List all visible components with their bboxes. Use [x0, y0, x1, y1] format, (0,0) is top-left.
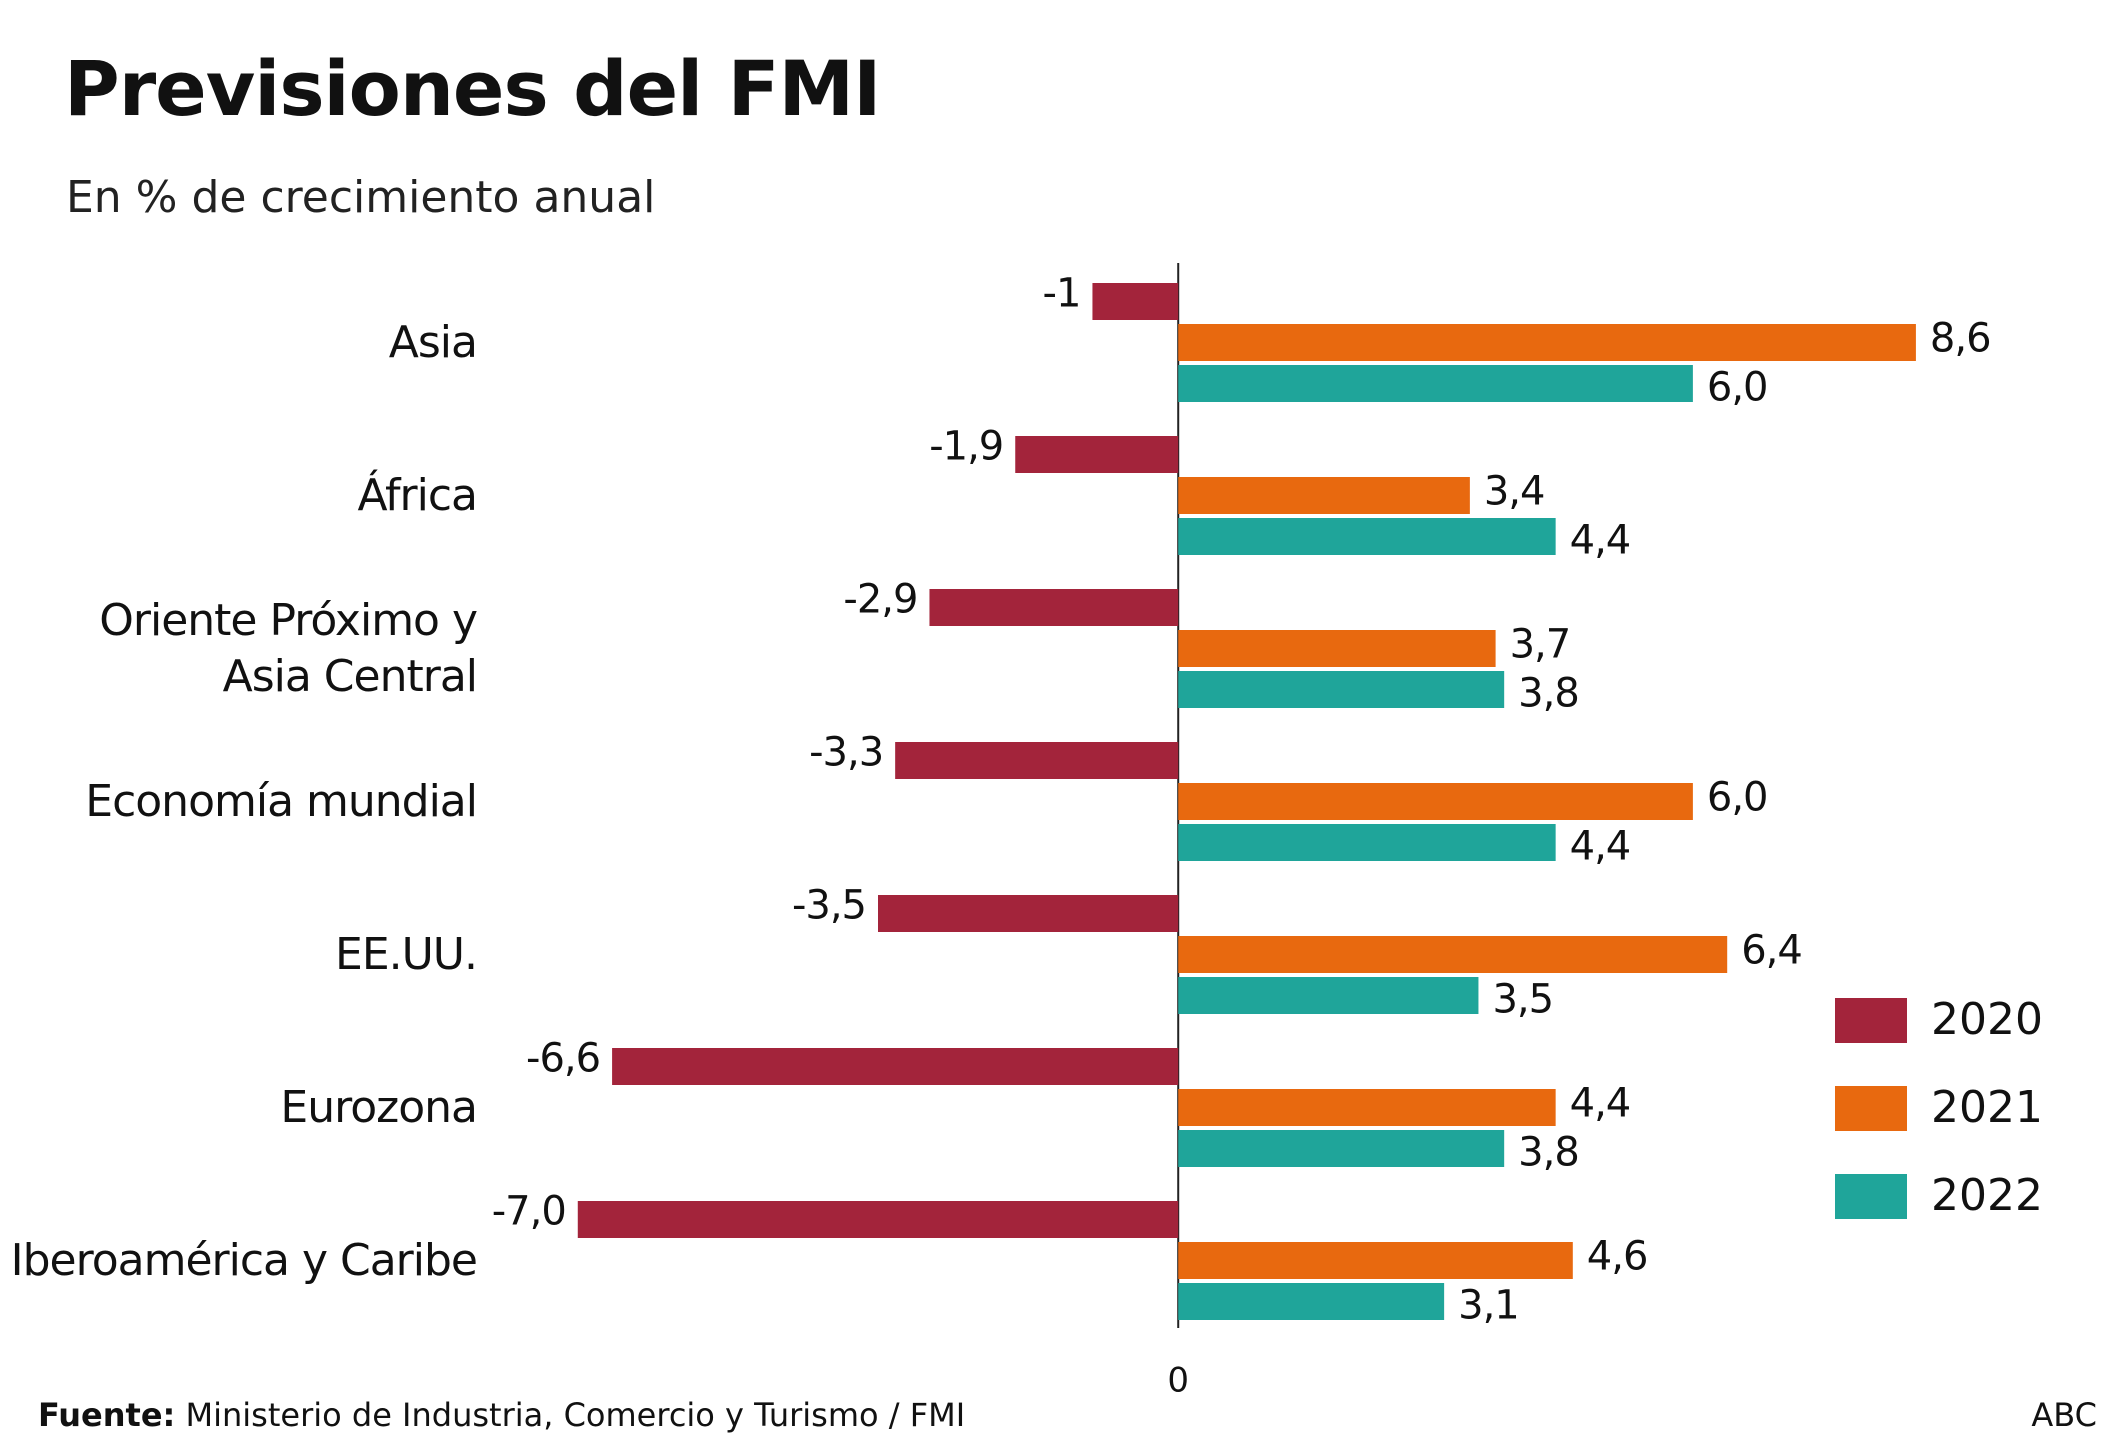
value-label: 4,4	[1570, 824, 1631, 870]
value-label: -3,3	[809, 730, 883, 776]
bar	[1178, 671, 1505, 708]
footer: Fuente: Ministerio de Industria, Comerci…	[38, 1396, 965, 1434]
legend-swatch	[1835, 998, 1907, 1043]
legend-label: 2021	[1931, 1082, 2043, 1133]
bar	[878, 895, 1179, 932]
value-label: 4,4	[1570, 518, 1631, 564]
bar	[1092, 283, 1179, 320]
value-label: -6,6	[526, 1036, 600, 1082]
legend-label: 2020	[1931, 994, 2043, 1045]
bar	[1178, 630, 1496, 667]
value-label: -3,5	[792, 883, 866, 929]
bar	[577, 1201, 1179, 1238]
legend-swatch	[1835, 1174, 1907, 1219]
bar	[1178, 1283, 1445, 1320]
bar	[1178, 477, 1470, 514]
category-label: EE.UU.	[335, 928, 478, 980]
bar	[1178, 1089, 1556, 1126]
bar	[895, 742, 1179, 779]
legend-swatch	[1835, 1086, 1907, 1131]
category-label: Economía mundial	[85, 775, 478, 827]
value-label: 3,7	[1510, 622, 1571, 668]
source: Ministerio de Industria, Comercio y Turi…	[185, 1396, 966, 1434]
bar	[1015, 436, 1179, 473]
bar	[1178, 518, 1556, 555]
bar	[1178, 824, 1556, 861]
x-tick-label: 0	[1167, 1361, 1189, 1401]
category-label: África	[357, 469, 479, 521]
value-label: 4,4	[1570, 1081, 1631, 1127]
bar	[929, 589, 1179, 626]
bar	[1178, 1130, 1505, 1167]
bar	[1178, 977, 1479, 1014]
value-label: 3,5	[1492, 977, 1553, 1023]
bar	[612, 1048, 1179, 1085]
source-label: Fuente:	[38, 1396, 176, 1434]
value-label: 3,1	[1458, 1283, 1519, 1329]
value-label: 3,8	[1518, 1130, 1579, 1176]
bar	[1178, 936, 1728, 973]
value-label: -1,9	[929, 424, 1003, 470]
bar	[1178, 365, 1693, 402]
value-label: 4,6	[1587, 1234, 1648, 1280]
value-label: 6,4	[1741, 928, 1802, 974]
category-label: Oriente Próximo y Asia Central	[99, 594, 478, 702]
chart-subtitle: En % de crecimiento anual	[66, 172, 656, 223]
chart-title: Previsiones del FMI	[64, 44, 881, 133]
value-label: 6,0	[1707, 775, 1768, 821]
credit: ABC	[2031, 1396, 2097, 1434]
bar	[1178, 1242, 1573, 1279]
category-label: Iberoamérica y Caribe	[10, 1234, 478, 1286]
value-label: 3,4	[1484, 469, 1545, 515]
bar	[1178, 783, 1693, 820]
category-label: Eurozona	[280, 1081, 478, 1133]
bar	[1178, 324, 1916, 361]
value-label: 8,6	[1930, 316, 1991, 362]
value-label: 3,8	[1518, 671, 1579, 717]
value-label: -2,9	[843, 577, 917, 623]
value-label: -1	[1043, 271, 1081, 317]
value-label: 6,0	[1707, 365, 1768, 411]
value-label: -7,0	[492, 1189, 566, 1235]
category-label: Asia	[388, 316, 478, 368]
legend-label: 2022	[1931, 1170, 2043, 1221]
